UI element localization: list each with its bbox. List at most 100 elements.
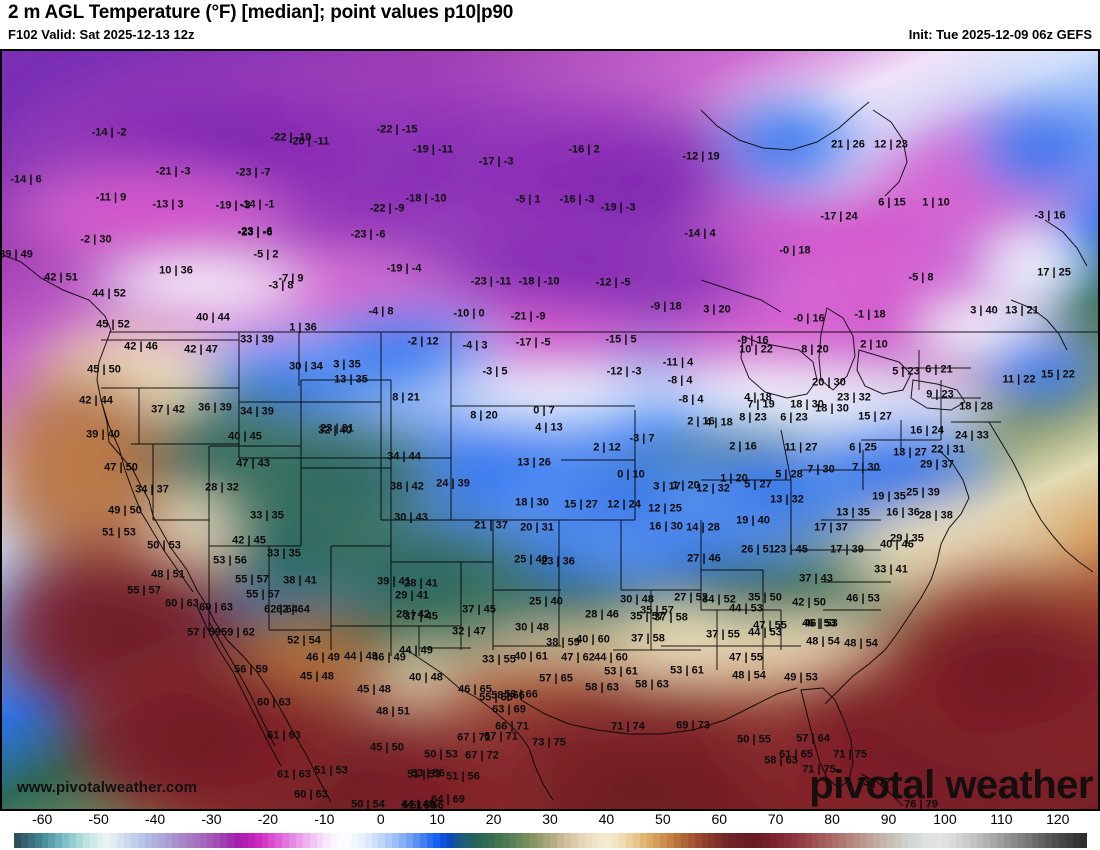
colorbar-swatch — [928, 833, 936, 848]
colorbar-swatch — [591, 833, 599, 848]
colorbar-gradient[interactable] — [14, 833, 1087, 848]
colorbar-swatch — [914, 833, 922, 848]
colorbar-swatch — [357, 833, 365, 848]
colorbar-swatch — [405, 833, 413, 848]
colorbar-swatch — [481, 833, 489, 848]
colorbar-swatch — [859, 833, 867, 848]
colorbar-swatch — [839, 833, 846, 848]
colorbar-swatch — [144, 833, 152, 848]
colorbar-swatch — [1065, 833, 1073, 848]
colorbar-swatch — [172, 833, 179, 848]
colorbar-swatch — [426, 833, 434, 848]
colorbar-swatch — [997, 833, 1004, 848]
map-viewport[interactable]: -14 | 6 -14 | -2 -11 | 9 -2 | 30 -13 | 3 -21 … — [0, 49, 1100, 811]
colorbar-swatch — [770, 833, 778, 848]
colorbar-swatch — [227, 833, 234, 848]
colorbar-swatch — [261, 833, 269, 848]
colorbar-swatch — [302, 833, 310, 848]
colorbar-swatch — [96, 833, 104, 848]
colorbar-swatch — [832, 833, 839, 848]
colorbar-swatch — [247, 833, 255, 848]
colorbar-swatch — [694, 833, 702, 848]
colorbar-swatch — [612, 833, 619, 848]
colorbar-swatch — [254, 833, 262, 848]
colorbar-swatch — [1079, 833, 1087, 848]
colorbar-swatch — [536, 833, 544, 848]
colorbar-swatch — [117, 833, 124, 848]
colorbar-swatch — [392, 833, 399, 848]
colorbar-swatch — [199, 833, 207, 848]
colorbar-tick: 0 — [376, 811, 385, 827]
colorbar-swatch — [509, 833, 516, 848]
colorbar-swatch — [701, 833, 709, 848]
colorbar-tick: 70 — [767, 811, 784, 827]
temperature-raster — [1, 50, 1099, 810]
colorbar-swatch — [619, 833, 626, 848]
colorbar-swatch — [639, 833, 647, 848]
colorbar-swatch — [969, 833, 977, 848]
colorbar-swatch — [385, 833, 393, 848]
colorbar-swatch — [784, 833, 791, 848]
colorbar-swatch — [887, 833, 894, 848]
colorbar-swatch — [632, 833, 640, 848]
colorbar-swatch — [1052, 833, 1059, 848]
colorbar-swatch — [337, 833, 344, 848]
colorbar-swatch — [976, 833, 984, 848]
colorbar-swatch — [763, 833, 771, 848]
colorbar-swatch — [192, 833, 200, 848]
colorbar-swatch — [715, 833, 723, 848]
colorbar-tick: -60 — [32, 811, 53, 827]
colorbar-swatch — [75, 833, 83, 848]
colorbar-swatch — [55, 833, 63, 848]
colorbar-swatch — [570, 833, 578, 848]
colorbar-swatch — [1017, 833, 1025, 848]
colorbar-swatch — [797, 833, 805, 848]
colorbar-swatch — [557, 833, 564, 848]
colorbar-tick: -10 — [314, 811, 335, 827]
colorbar-swatch — [873, 833, 881, 848]
colorbar-swatch — [735, 833, 743, 848]
colorbar-swatch — [488, 833, 496, 848]
colorbar-swatch — [27, 833, 35, 848]
colorbar-swatch — [48, 833, 56, 848]
colorbar-swatch — [330, 833, 338, 848]
colorbar-swatch — [1038, 833, 1046, 848]
colorbar-tick: 60 — [711, 811, 728, 827]
colorbar-swatch — [158, 833, 166, 848]
colorbar-swatch — [179, 833, 186, 848]
colorbar-swatch — [921, 833, 929, 848]
colorbar-swatch — [515, 833, 523, 848]
colorbar-swatch — [220, 833, 228, 848]
colorbar-swatch — [529, 833, 537, 848]
colorbar-swatch — [660, 833, 668, 848]
colorbar-swatch — [804, 833, 812, 848]
colorbar-tick: 110 — [990, 811, 1013, 827]
colorbar-swatch — [949, 833, 956, 848]
colorbar-swatch — [309, 833, 317, 848]
colorbar-swatch — [323, 833, 331, 848]
colorbar-swatch — [1010, 833, 1018, 848]
colorbar-swatch — [344, 833, 351, 848]
colorbar-swatch — [474, 833, 482, 848]
colorbar-swatch — [14, 833, 21, 848]
colorbar-swatch — [942, 833, 949, 848]
colorbar-swatch — [151, 833, 159, 848]
colorbar-swatch — [20, 833, 28, 848]
page-title: 2 m AGL Temperature (°F) [median]; point… — [8, 2, 513, 24]
colorbar-swatch — [1004, 833, 1011, 848]
colorbar-swatch — [268, 833, 276, 848]
colorbar-swatch — [316, 833, 324, 848]
colorbar-swatch — [598, 833, 606, 848]
colorbar-tick: 50 — [655, 811, 671, 827]
colorbar-tick: 20 — [485, 811, 502, 827]
colorbar-swatch — [756, 833, 764, 848]
colorbar-swatch — [447, 833, 454, 848]
site-url-watermark: www.pivotalweather.com — [17, 779, 198, 796]
colorbar-swatch — [137, 833, 145, 848]
brand-watermark: pivotal weather — [809, 763, 1093, 807]
colorbar-swatch — [722, 833, 729, 848]
colorbar-swatch — [295, 833, 303, 848]
colorbar-section: -60 -50 -40 -30 -20 -10 0 10 20 30 40 50 60 70 80 90 100… — [0, 811, 1100, 850]
colorbar-swatch — [165, 833, 173, 848]
